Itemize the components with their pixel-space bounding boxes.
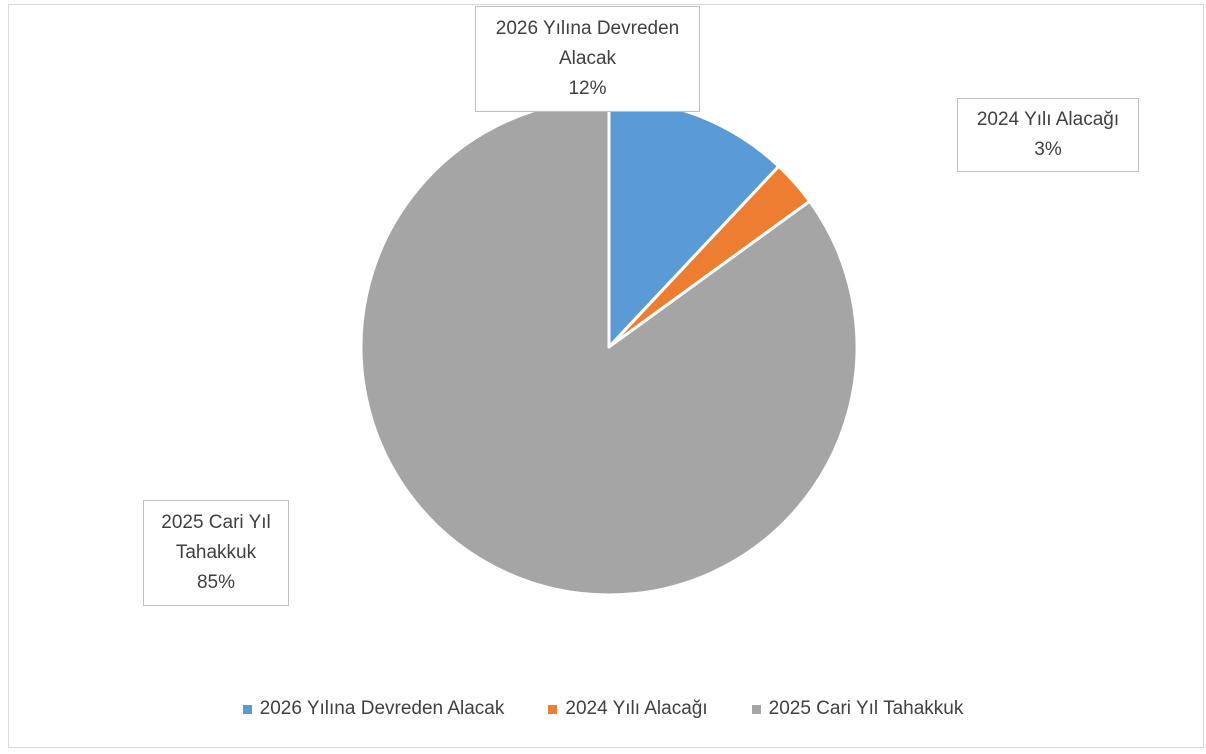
legend-swatch-gray bbox=[751, 704, 761, 714]
legend-swatch-orange bbox=[548, 704, 558, 714]
legend-item-2025-cari: 2025 Cari Yıl Tahakkuk bbox=[751, 698, 964, 720]
chart-legend: 2026 Yılına Devreden Alacak 2024 Yılı Al… bbox=[0, 698, 1206, 720]
data-label-2025-cari: 2025 Cari Yıl Tahakkuk 85% bbox=[143, 500, 289, 606]
data-label-category-line-1: 2024 Yılı Alacağı bbox=[976, 109, 1120, 130]
data-label-category-line-1: 2026 Yılına Devreden bbox=[495, 18, 680, 39]
data-label-percent: 85% bbox=[196, 572, 236, 593]
legend-label: 2026 Yılına Devreden Alacak bbox=[259, 698, 505, 719]
data-label-percent: 3% bbox=[1034, 139, 1062, 160]
data-label-category-line-1: 2025 Cari Yıl bbox=[161, 512, 271, 533]
data-label-percent: 12% bbox=[568, 78, 607, 99]
legend-item-2024-alacak: 2024 Yılı Alacağı bbox=[548, 698, 708, 720]
legend-swatch-blue bbox=[242, 704, 252, 714]
pie-slice-2 bbox=[359, 97, 859, 597]
data-label-category-line-2: Alacak bbox=[558, 48, 617, 69]
data-label-category-line-2: Tahakkuk bbox=[175, 542, 257, 563]
data-label-2026-devreden: 2026 Yılına Devreden Alacak 12% bbox=[475, 6, 700, 112]
legend-label: 2025 Cari Yıl Tahakkuk bbox=[768, 698, 964, 719]
legend-item-2026-devreden: 2026 Yılına Devreden Alacak bbox=[242, 698, 505, 720]
data-label-2024-alacak: 2024 Yılı Alacağı 3% bbox=[957, 98, 1139, 172]
legend-label: 2024 Yılı Alacağı bbox=[565, 698, 708, 719]
